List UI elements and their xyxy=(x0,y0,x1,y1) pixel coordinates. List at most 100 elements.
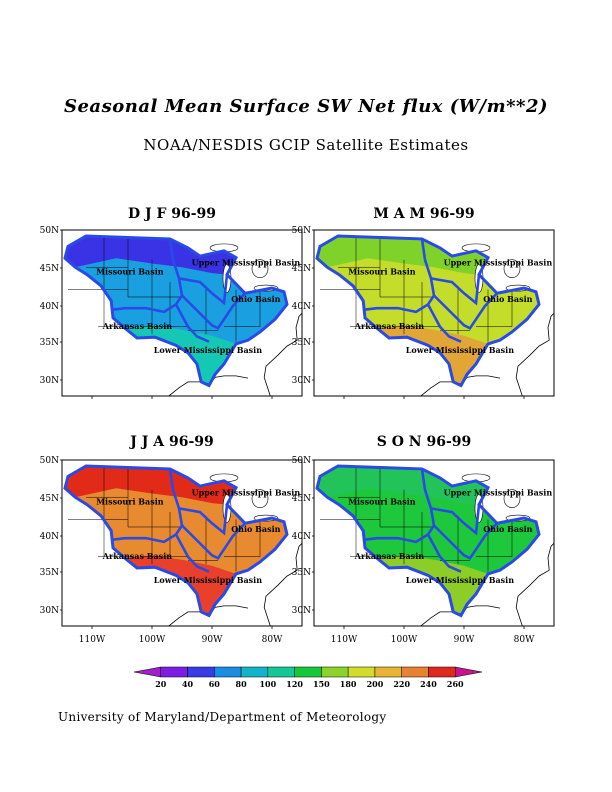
map-content: Upper Mississippi Basin Missouri Basin Ohi… xyxy=(63,234,302,396)
coastline xyxy=(263,312,302,396)
colorbar-segment xyxy=(428,666,456,678)
colorbar-segment xyxy=(240,666,269,678)
north-zone-fill xyxy=(317,465,488,505)
colorbar-arrow-left xyxy=(133,666,162,678)
latitude-label: 45N xyxy=(40,494,59,504)
latitude-label: 35N xyxy=(40,568,59,578)
north-zone-fill xyxy=(317,235,488,275)
colorbar-tick-label: 80 xyxy=(236,679,248,689)
longitude-label: 110W xyxy=(79,635,106,645)
basin-label: Upper Mississippi Basin xyxy=(444,258,553,268)
latitude-label: 35N xyxy=(40,338,59,348)
latitude-label: 45N xyxy=(40,264,59,274)
sub-basin-boundary xyxy=(430,504,481,536)
longitude-label: 90W xyxy=(454,635,475,645)
basin-outline xyxy=(315,464,541,618)
basin-label: Ohio Basin xyxy=(483,294,532,304)
footer-credit: University of Maryland/Department of Met… xyxy=(58,710,387,724)
basin-outline xyxy=(315,234,541,388)
latitude-label: 35N xyxy=(292,568,311,578)
basin-label: Lower Mississippi Basin xyxy=(406,345,514,355)
basin-label: Arkansas Basin xyxy=(102,551,172,561)
basin-label: Arkansas Basin xyxy=(354,551,424,561)
basin-outline xyxy=(63,234,289,388)
figure-subtitle: NOAA/NESDIS GCIP Satellite Estimates xyxy=(143,136,469,154)
map-content: Upper Mississippi Basin Missouri Basin Ohi… xyxy=(63,464,302,626)
map-content: Upper Mississippi Basin Missouri Basin Ohi… xyxy=(315,234,554,396)
map-panel-3: J J A 96-99 Upper Mississippi Basin Missou… xyxy=(40,434,303,645)
coastline xyxy=(515,542,554,626)
basin-label: Upper Mississippi Basin xyxy=(192,488,301,498)
map-panel-4: S O N 96-99 Upper Mississippi Basin Missou… xyxy=(292,434,555,645)
colorbar-tick-label: 60 xyxy=(209,679,221,689)
colorbar-segment xyxy=(374,666,402,678)
colorbar-tick-label: 20 xyxy=(155,679,167,689)
map-panel-1: D J F 96-99 Upper Mississippi Basin Missou… xyxy=(40,206,303,399)
sub-basin-boundary xyxy=(433,522,498,560)
basin-label: Missouri Basin xyxy=(348,497,416,507)
latitude-label: 50N xyxy=(292,456,311,466)
colorbar-tick-label: 260 xyxy=(447,679,464,689)
sub-basin-boundary xyxy=(174,533,210,573)
basin-label: Upper Mississippi Basin xyxy=(444,488,553,498)
longitude-label: 110W xyxy=(331,635,358,645)
sub-basin-boundary xyxy=(426,303,462,343)
panel-title: M A M 96-99 xyxy=(373,206,474,222)
colorbar-arrow-right xyxy=(454,666,483,678)
basin-label: Ohio Basin xyxy=(231,524,280,534)
longitude-label: 80W xyxy=(514,635,535,645)
basin-label: Lower Mississippi Basin xyxy=(154,345,262,355)
lake-huron xyxy=(503,489,521,509)
colorbar-segment xyxy=(347,666,376,678)
basin-outline xyxy=(63,464,289,618)
colorbar-tick-label: 150 xyxy=(313,679,330,689)
latitude-label: 30N xyxy=(292,606,311,616)
latitude-label: 30N xyxy=(40,606,59,616)
colorbar-tick-label: 120 xyxy=(286,679,303,689)
latitude-label: 35N xyxy=(292,338,311,348)
sub-basin-boundary xyxy=(426,533,462,573)
latitude-label: 40N xyxy=(40,302,59,312)
colorbar-segment xyxy=(401,666,429,678)
sub-basin-boundary xyxy=(178,504,229,536)
basin-label: Lower Mississippi Basin xyxy=(154,575,262,585)
basin-label: Upper Mississippi Basin xyxy=(192,258,301,268)
colorbar-tick-label: 100 xyxy=(259,679,276,689)
longitude-label: 100W xyxy=(391,635,418,645)
lake-huron xyxy=(251,489,269,509)
latitude-label: 50N xyxy=(40,226,59,236)
latitude-label: 30N xyxy=(40,376,59,386)
latitude-label: 40N xyxy=(292,302,311,312)
basin-label: Arkansas Basin xyxy=(354,321,424,331)
latitude-label: 30N xyxy=(292,376,311,386)
latitude-label: 50N xyxy=(40,456,59,466)
colorbar-segment xyxy=(187,666,215,678)
latitude-label: 45N xyxy=(292,264,311,274)
colorbar-segment xyxy=(160,666,188,678)
longitude-label: 90W xyxy=(202,635,223,645)
colorbar-tick-label: 200 xyxy=(367,679,384,689)
north-zone-fill xyxy=(65,235,236,275)
figure-title: Seasonal Mean Surface SW Net flux (W/m**… xyxy=(63,96,548,117)
basin-label: Missouri Basin xyxy=(348,267,416,277)
basin-label: Missouri Basin xyxy=(96,497,164,507)
sub-basin-boundary xyxy=(181,292,246,330)
sub-basin-boundary xyxy=(433,292,498,330)
basin-label: Ohio Basin xyxy=(231,294,280,304)
panel-title: D J F 96-99 xyxy=(128,206,216,222)
north-zone-fill xyxy=(65,465,236,505)
colorbar-tick-label: 40 xyxy=(182,679,194,689)
longitude-label: 100W xyxy=(139,635,166,645)
colorbar-segment xyxy=(267,666,295,678)
colorbar-segment xyxy=(294,666,322,678)
colorbar: 20 40 60 80 100 120 150 180 200 220 240 260 xyxy=(133,666,483,689)
latitude-label: 40N xyxy=(40,532,59,542)
lake-huron xyxy=(503,259,521,279)
sub-basin-boundary xyxy=(178,274,229,306)
sub-basin-boundary xyxy=(430,274,481,306)
basin-label: Arkansas Basin xyxy=(102,321,172,331)
basin-label: Missouri Basin xyxy=(96,267,164,277)
map-content: Upper Mississippi Basin Missouri Basin Ohi… xyxy=(315,464,554,626)
panel-title: J J A 96-99 xyxy=(128,434,214,450)
